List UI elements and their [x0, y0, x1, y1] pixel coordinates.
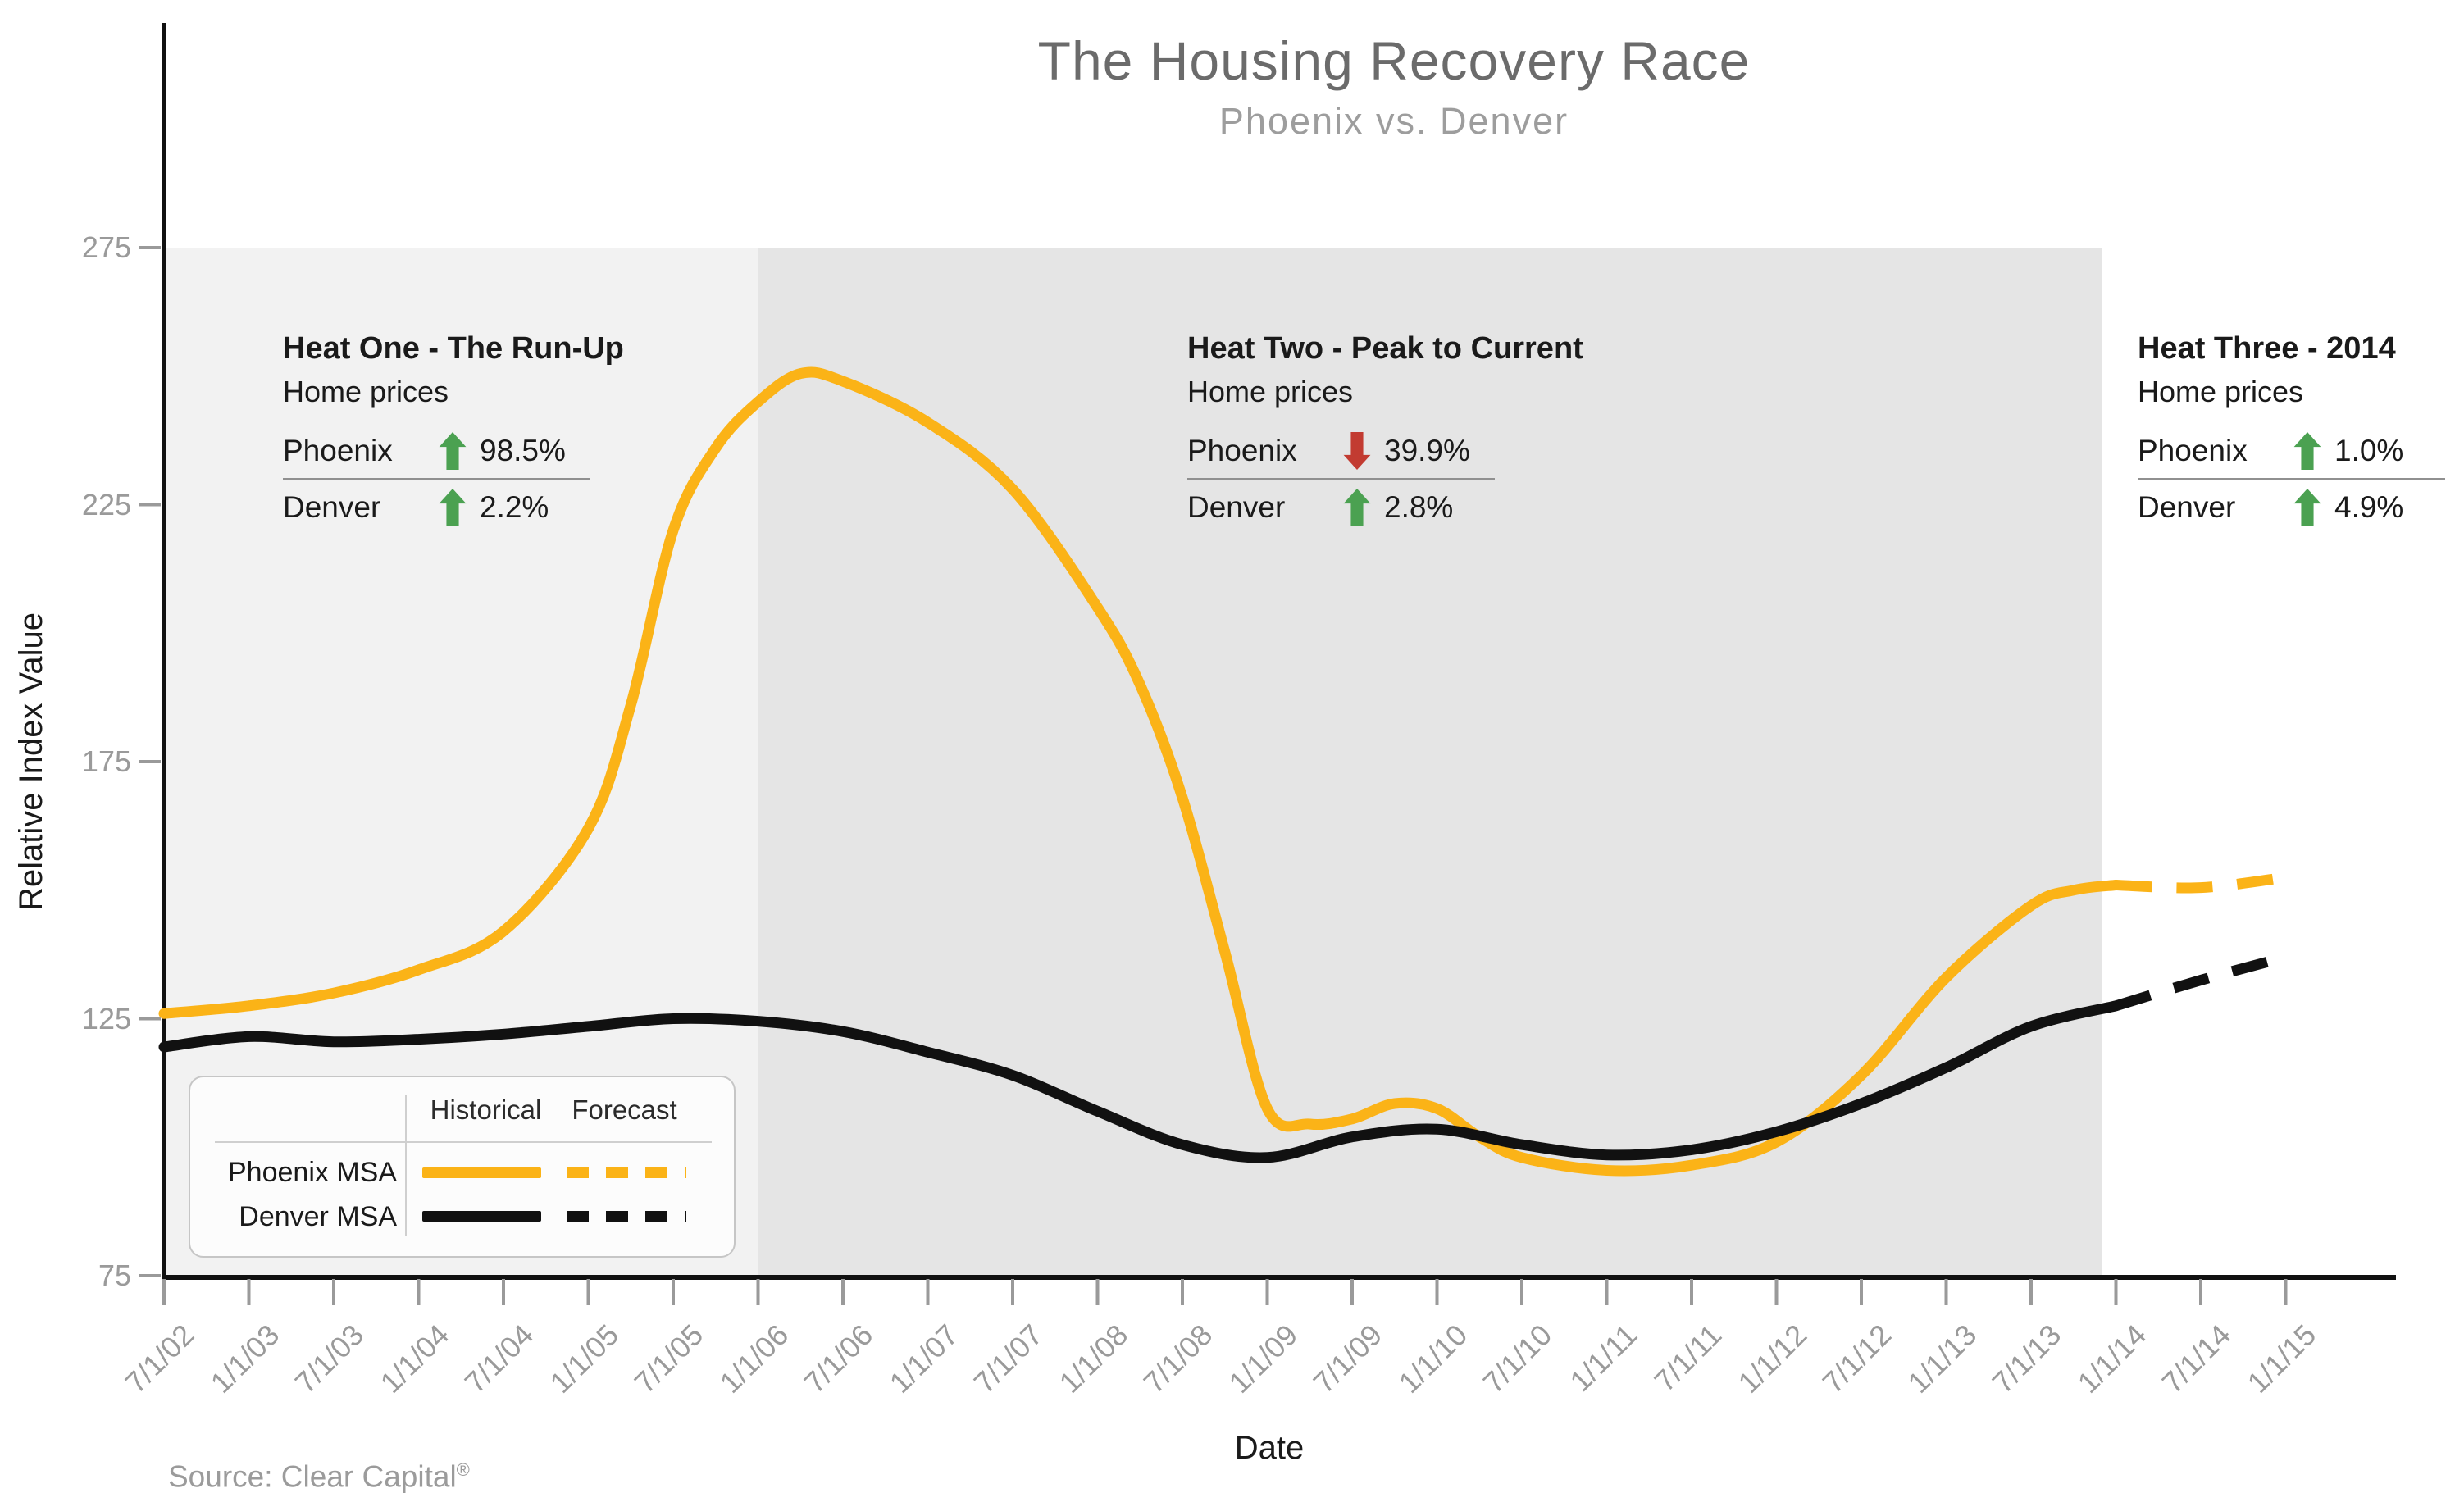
city-label: Phoenix: [283, 434, 393, 467]
legend-vertical-divider: [405, 1095, 407, 1236]
source-note: Source: Clear Capital®: [168, 1459, 470, 1494]
change-value: 2.2%: [480, 490, 549, 524]
annotation-divider: [283, 478, 590, 480]
change-value: 98.5%: [480, 434, 566, 467]
y-axis-title: Relative Index Value: [13, 612, 49, 911]
page-subtitle: Phoenix vs. Denver: [1218, 100, 1569, 142]
annotation-row: Phoenix 39.9%: [1187, 427, 1532, 475]
annotation-row: Denver 4.9%: [2138, 484, 2464, 531]
denver-forecast-line: [2114, 952, 2288, 1012]
city-label: Denver: [283, 490, 381, 524]
city-label: Phoenix: [2138, 434, 2248, 467]
legend-horizontal-divider: [215, 1141, 712, 1143]
legend-label-phoenix: Phoenix MSA: [228, 1157, 397, 1188]
annotation-divider: [1187, 478, 1495, 480]
y-tick-label: 75: [98, 1258, 131, 1292]
up-arrow-icon: [1343, 489, 1371, 526]
change-value: 2.8%: [1384, 490, 1454, 524]
annotation-row: Denver 2.2%: [283, 484, 627, 531]
annotation-row: Phoenix 98.5%: [283, 427, 627, 475]
annotation-subtitle: Home prices: [2138, 375, 2304, 408]
up-arrow-icon: [2293, 489, 2321, 526]
up-arrow-icon: [2293, 432, 2321, 470]
y-tick-label: 175: [81, 744, 131, 778]
city-label: Denver: [1187, 490, 1286, 524]
annotation-title: Heat Three - 2014: [2138, 331, 2396, 366]
annotation-row: Phoenix 1.0%: [2138, 427, 2464, 475]
up-arrow-icon: [439, 489, 467, 526]
down-arrow-icon: [1343, 432, 1371, 470]
y-tick-label: 125: [81, 1001, 131, 1035]
annotation-title: Heat Two - Peak to Current: [1187, 331, 1583, 366]
city-label: Phoenix: [1187, 434, 1297, 467]
phoenix-forecast-swatch: [567, 1167, 686, 1178]
change-value: 39.9%: [1384, 434, 1470, 467]
annotation-row: Denver 2.8%: [1187, 484, 1532, 531]
denver-historical-swatch: [422, 1211, 541, 1222]
y-tick-label: 275: [81, 230, 131, 264]
change-value: 1.0%: [2334, 434, 2404, 467]
x-axis-title: Date: [1234, 1430, 1305, 1466]
source-text: Source: Clear Capital: [168, 1459, 457, 1494]
phoenix-forecast-line: [2116, 872, 2287, 894]
annotation-title: Heat One - The Run-Up: [283, 331, 624, 366]
denver-historical-line: [158, 1000, 2121, 1163]
legend: Historical Forecast Phoenix MSA Denver M…: [189, 1076, 736, 1258]
annotation-heat-three: Heat Three - 2014 Home prices Phoenix 1.…: [2138, 331, 2464, 531]
registered-mark: ®: [456, 1459, 470, 1480]
legend-label-denver: Denver MSA: [239, 1201, 397, 1232]
annotation-subtitle: Home prices: [1187, 375, 1354, 408]
denver-forecast-swatch: [567, 1211, 686, 1222]
phoenix-historical-swatch: [422, 1167, 541, 1178]
city-label: Denver: [2138, 490, 2236, 524]
change-value: 4.9%: [2334, 490, 2404, 524]
y-tick-label: 225: [81, 487, 131, 521]
phoenix-historical-line: [158, 366, 2121, 1177]
annotation-divider: [2138, 478, 2445, 480]
legend-col-historical: Historical: [430, 1095, 542, 1125]
up-arrow-icon: [439, 432, 467, 470]
annotation-heat-two: Heat Two - Peak to Current Home prices P…: [1187, 331, 1583, 531]
annotation-subtitle: Home prices: [283, 375, 449, 408]
annotation-heat-one: Heat One - The Run-Up Home prices Phoeni…: [283, 331, 627, 531]
legend-col-forecast: Forecast: [572, 1095, 677, 1125]
page-title: The Housing Recovery Race: [1037, 30, 1751, 91]
